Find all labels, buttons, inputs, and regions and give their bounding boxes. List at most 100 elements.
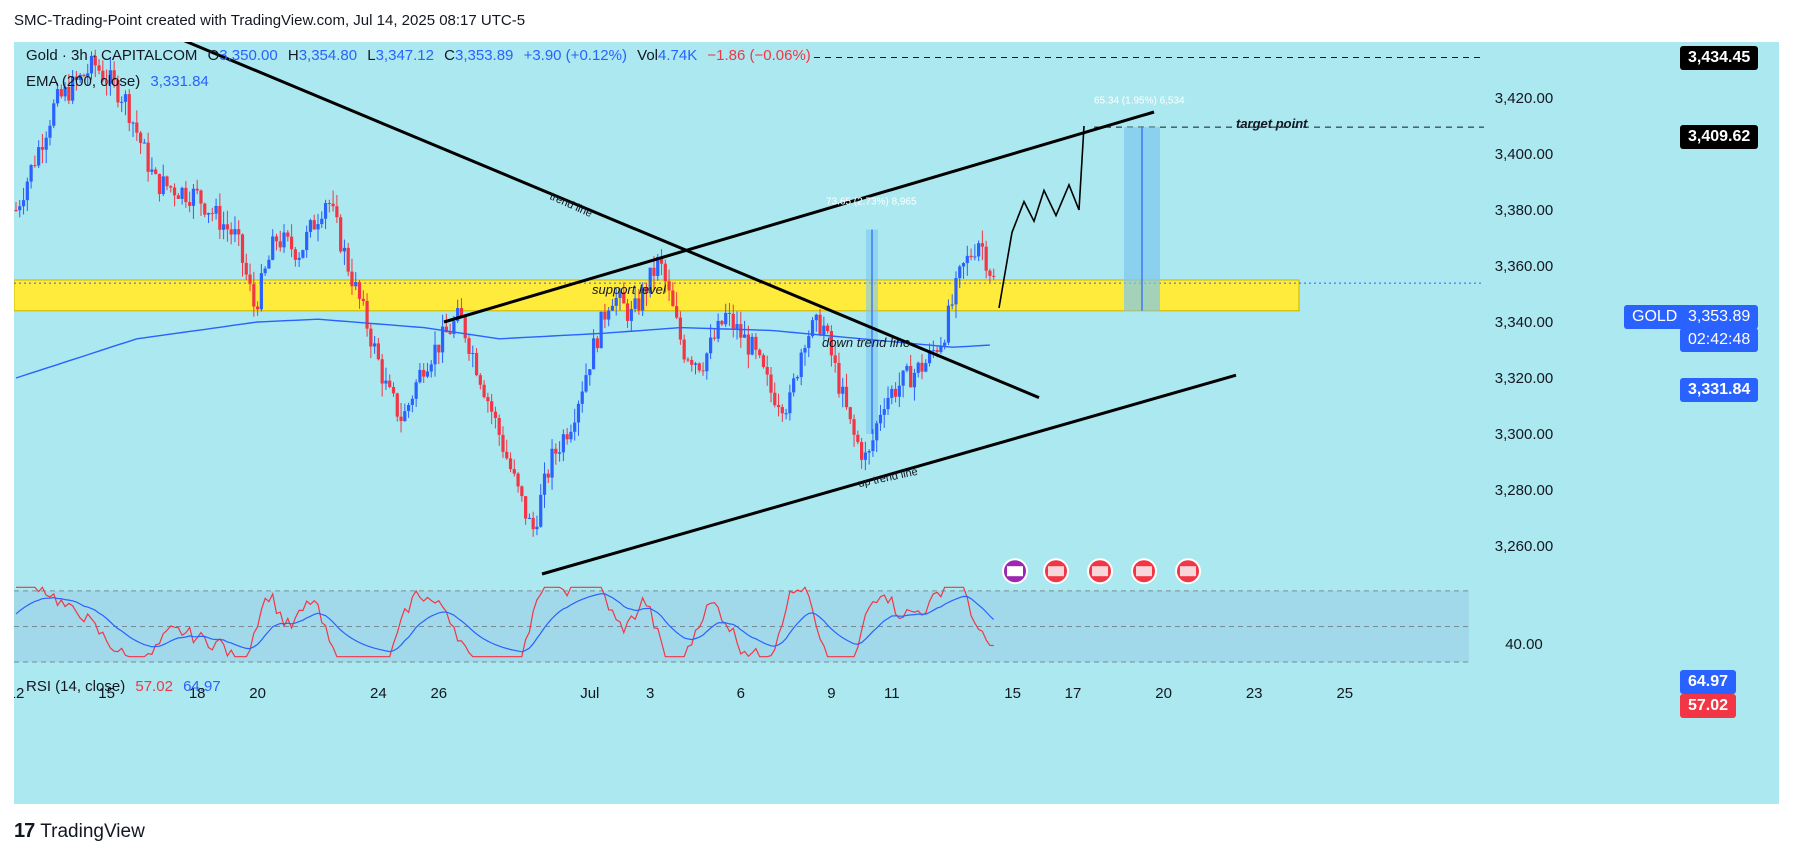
candle-body (172, 187, 177, 196)
candle-body (652, 267, 656, 276)
trend-line-channel-top[interactable] (443, 110, 1155, 324)
tradingview-footer[interactable]: 17 TradingView (14, 820, 145, 843)
candle-body (678, 317, 682, 340)
candle-body (433, 344, 437, 365)
candle-body (165, 176, 169, 187)
candle-body (580, 391, 584, 404)
candle-body (271, 236, 275, 260)
up-trend-line-label: up trend line (857, 466, 919, 490)
candle-body (973, 256, 977, 258)
candle-body (875, 423, 879, 441)
ema-legend[interactable]: EMA (200, close) 3,331.84 (26, 73, 215, 90)
candle-body (595, 338, 599, 349)
candle-body (969, 255, 973, 258)
price-axis-tick: 3,340.00 (1495, 314, 1553, 331)
candle-body (214, 205, 218, 214)
candle-body (312, 220, 316, 230)
projection-zigzag[interactable] (998, 125, 1085, 309)
ema-line (15, 318, 990, 379)
candle-body (184, 187, 188, 203)
candle-body (920, 362, 924, 372)
rsi-tag: 57.02 (1680, 694, 1737, 718)
tradingview-logo-icon: 17 (14, 820, 35, 842)
candle-body (780, 407, 784, 414)
target-price-tag: 3,409.62 (1680, 125, 1759, 149)
time-axis-tick: 18 (189, 685, 206, 702)
candle-body (992, 275, 996, 277)
candle-body (667, 281, 671, 291)
rsi-label: RSI (14, close) (26, 678, 126, 695)
target-point-label: target point (1236, 116, 1308, 131)
candle-body (346, 247, 350, 272)
chart-attribution: SMC-Trading-Point created with TradingVi… (14, 12, 526, 29)
time-axis-tick: 20 (249, 685, 266, 702)
candle-body (354, 282, 358, 287)
candle-body (339, 217, 343, 252)
candle-body (63, 86, 67, 97)
rsi-legend[interactable]: RSI (14, close) 57.02 64.97 (26, 678, 227, 695)
candle-body (739, 324, 743, 338)
candle-body (293, 249, 297, 260)
up-trend-line[interactable] (541, 373, 1237, 576)
chart-panel[interactable] (14, 42, 1779, 804)
candle-body (916, 362, 920, 373)
candle-body (773, 392, 777, 406)
candle-body (682, 339, 686, 360)
support-zone[interactable] (14, 279, 1300, 312)
gold-symbol-tag[interactable]: GOLD (1624, 305, 1686, 329)
candle-body (112, 70, 116, 81)
candle-body (527, 517, 531, 519)
candle-body (55, 89, 60, 104)
candle-body (410, 398, 414, 405)
candle-body (37, 147, 41, 166)
candle-body (720, 320, 724, 325)
candle-body (448, 332, 452, 334)
candle-body (750, 336, 754, 355)
candle-body (391, 387, 396, 394)
candle-body (490, 401, 494, 412)
candle-body (18, 206, 22, 211)
price-chart[interactable]: trend line support level down trend line… (14, 42, 1779, 804)
candle-body (161, 176, 165, 195)
candle-body (712, 337, 716, 339)
candle-body (138, 132, 143, 143)
candle-body (584, 375, 588, 392)
last-price-tag: 3,353.89 (1680, 305, 1759, 329)
top-price-tag: 3,434.45 (1680, 46, 1759, 70)
candle-body (29, 165, 33, 182)
candle-body (769, 374, 773, 393)
candle-body (259, 273, 263, 310)
candle-body (607, 310, 611, 320)
event-icon-detail (1007, 566, 1023, 577)
candle-body (867, 451, 871, 453)
candle-body (644, 287, 649, 294)
economic-events[interactable] (1002, 558, 1201, 585)
ohlc-legend[interactable]: Gold · 3h · CAPITALCOM O3,350.00 H3,354.… (26, 47, 817, 64)
candle-body (690, 359, 694, 365)
candle-body (365, 301, 369, 329)
candle-body (705, 353, 709, 372)
candle-body (78, 74, 82, 80)
trend-line-down[interactable] (174, 42, 1040, 399)
candle-body (735, 324, 739, 330)
high-label: H (287, 47, 299, 64)
candle-body (882, 409, 886, 415)
time-axis-tick: 26 (430, 685, 447, 702)
time-axis-tick: 9 (827, 685, 835, 702)
candle-body (675, 306, 679, 318)
time-axis[interactable]: 12 15 18 20 24 26 Jul 3 6 9 11 15 17 20 23 25 (14, 685, 1353, 702)
candle-body (542, 473, 547, 495)
candle-body (641, 287, 645, 311)
candle-body (388, 380, 392, 388)
candle-body (486, 397, 490, 402)
candle-body (837, 362, 841, 394)
candle-body (950, 304, 954, 306)
ema-price-tag: 3,331.84 (1680, 378, 1759, 402)
event-icon-detail (1048, 566, 1064, 577)
candle-body (331, 203, 335, 207)
rsi-ma-value: 64.97 (183, 678, 221, 695)
high-value: 3,354.80 (298, 47, 358, 64)
candle-body (452, 320, 456, 334)
price-axis[interactable]: 3,260.00 3,280.00 3,300.00 3,320.00 3,340.00… (1495, 90, 1553, 555)
candle-body (74, 76, 78, 80)
